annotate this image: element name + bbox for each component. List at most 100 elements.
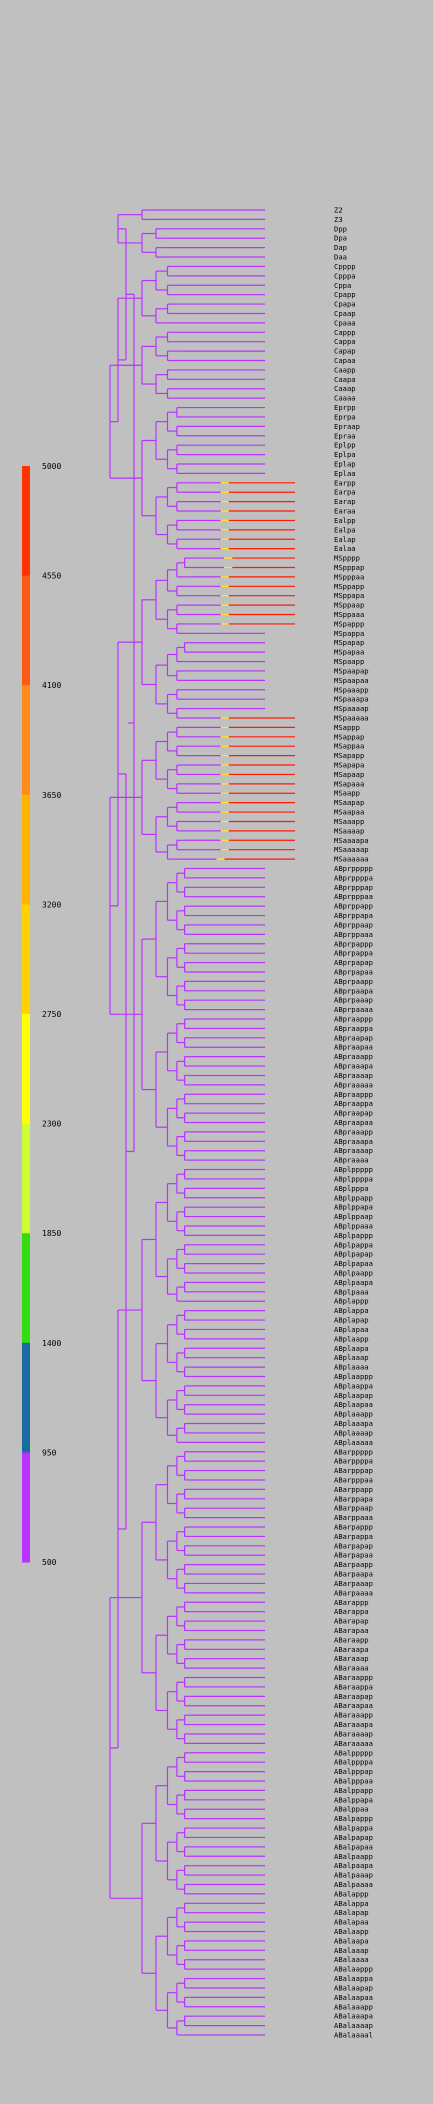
leaf-label: MSpapap	[334, 638, 364, 647]
leaf-label: MSaaaap	[334, 826, 364, 835]
leaf-label: ABpraappp	[334, 1090, 373, 1099]
leaf-label: MSppapp	[334, 582, 364, 591]
leaf-label: Ealaa	[334, 544, 356, 553]
leaf-label: ABplppppp	[334, 1165, 373, 1174]
leaf-label: Cpppp	[334, 262, 356, 271]
leaf-label: MSppaap	[334, 601, 364, 610]
leaf-label: Ealpa	[334, 525, 356, 534]
leaf-label: ABplaappp	[334, 1372, 373, 1381]
leaf-label: ABplppppa	[334, 1174, 373, 1183]
leaf-label: ABalppppa	[334, 1758, 373, 1767]
leaf-label: ABaraappa	[334, 1682, 373, 1691]
leaf-label: MSapapp	[334, 751, 364, 760]
color-scale-bars	[22, 466, 30, 1563]
leaf-label: Caaap	[334, 384, 356, 393]
leaf-label: ABprppaaa	[334, 930, 373, 939]
leaf-label: ABalpapap	[334, 1833, 373, 1842]
leaf-label: Cappp	[334, 328, 356, 337]
leaf-label: MSpaaaaa	[334, 713, 369, 722]
leaf-label: ABalaapp	[334, 1927, 369, 1936]
leaf-label: MSpapaa	[334, 648, 364, 657]
leaf-label: MSapaaa	[334, 779, 364, 788]
leaf-label: Cppa	[334, 281, 351, 290]
tree-branches	[109, 209, 295, 2036]
leaf-label: ABplpappp	[334, 1231, 373, 1240]
leaf-label: ABpraaapa	[334, 1062, 373, 1071]
leaf-label: MSaapp	[334, 789, 360, 798]
leaf-label: ABpraaaap	[334, 1146, 373, 1155]
scale-segment-6	[22, 1123, 30, 1234]
leaf-label: Dpp	[334, 224, 347, 233]
leaf-label: Earap	[334, 497, 356, 506]
scale-tick-10: 500	[42, 1558, 57, 1567]
color-scale-ticks: 5000 4550 4100 3650 3200 2750 2300 1850 1400 950 5…	[42, 462, 61, 1567]
leaf-label: ABaraapa	[334, 1645, 369, 1654]
scale-tick-9: 950	[42, 1448, 57, 1457]
leaf-label: ABplapaa	[334, 1325, 369, 1334]
leaf-label: Earpp	[334, 478, 356, 487]
scale-segment-2	[22, 685, 30, 796]
leaf-label: MSpppp	[334, 554, 360, 563]
leaf-label: ABalaapaa	[334, 1993, 373, 2002]
leaf-label: Eplap	[334, 459, 356, 468]
scale-segment-1	[22, 575, 30, 686]
leaf-label: ABpraapaa	[334, 1118, 373, 1127]
leaf-label: ABaraaapp	[334, 1711, 373, 1720]
leaf-label: ABprpapap	[334, 958, 373, 967]
leaf-label: ABarpappa	[334, 1532, 373, 1541]
leaf-label: ABpraapap	[334, 1109, 373, 1118]
leaf-label: ABalpappp	[334, 1814, 373, 1823]
leaf-label: MSapaap	[334, 770, 364, 779]
leaf-label: MSpappp	[334, 619, 364, 628]
leaf-label: Z2	[334, 206, 343, 215]
leaf-label: ABplaaaaa	[334, 1438, 373, 1447]
scale-tick-1: 4550	[42, 572, 61, 581]
leaf-label: Caapp	[334, 365, 356, 374]
leaf-label: ABprpaaap	[334, 996, 373, 1005]
leaf-label: ABplpapaa	[334, 1259, 373, 1268]
leaf-label: ABprpappa	[334, 949, 373, 958]
leaf-label: ABplaappa	[334, 1381, 373, 1390]
leaf-label: Eplaa	[334, 469, 356, 478]
leaf-label: ABalaaapp	[334, 2002, 373, 2011]
leaf-label: Cpppa	[334, 271, 356, 280]
leaf-label: MSappp	[334, 723, 360, 732]
leaf-label: ABplaapaa	[334, 1400, 373, 1409]
leaf-label: Caapa	[334, 375, 356, 384]
scale-segment-7	[22, 1233, 30, 1344]
leaf-label: ABalaapa	[334, 1936, 369, 1945]
leaf-label: ABplaaapa	[334, 1419, 373, 1428]
leaf-label: ABalappa	[334, 1899, 369, 1908]
leaf-label: ABplappp	[334, 1297, 369, 1306]
lineage-tree: Z2Z3DppDpaDapDaaCppppCpppaCppaCpappCpapa…	[109, 206, 373, 2040]
leaf-label: Cpapp	[334, 290, 356, 299]
leaf-label: MSpaaaap	[334, 704, 369, 713]
leaf-label: Caaaa	[334, 394, 356, 403]
leaf-label: ABplappa	[334, 1306, 369, 1315]
leaf-label: ABalpppaa	[334, 1777, 373, 1786]
leaf-label: ABarpapaa	[334, 1551, 373, 1560]
leaf-label: ABpraaaaa	[334, 1080, 373, 1089]
leaf-label: Cpaaa	[334, 318, 356, 327]
leaf-label: ABaraaaaa	[334, 1739, 373, 1748]
leaf-label: Earaa	[334, 507, 356, 516]
leaf-label: ABplppaap	[334, 1212, 373, 1221]
leaf-label: ABalpapaa	[334, 1842, 373, 1851]
scale-segment-5	[22, 1014, 30, 1125]
leaf-label: MSpppaa	[334, 572, 364, 581]
leaf-label: ABarpaaap	[334, 1579, 373, 1588]
leaf-label: ABaraappp	[334, 1673, 373, 1682]
leaf-label: ABplpaapa	[334, 1278, 373, 1287]
leaf-label: ABprpaapp	[334, 977, 373, 986]
leaf-label: ABprpppap	[334, 883, 373, 892]
scale-tick-6: 2300	[42, 1120, 61, 1129]
leaf-label: ABarppaaa	[334, 1513, 373, 1522]
leaf-label: ABaraaapa	[334, 1720, 373, 1729]
leaf-label: ABalpaaap	[334, 1871, 373, 1880]
leaf-label: ABalpppap	[334, 1767, 373, 1776]
leaf-label: ABalaaaap	[334, 2021, 373, 2030]
leaf-label: ABalpaaaa	[334, 1880, 373, 1889]
leaf-label: ABprpappp	[334, 939, 373, 948]
leaf-label: MSaaaapa	[334, 836, 369, 845]
leaf-label: Daa	[334, 253, 347, 262]
